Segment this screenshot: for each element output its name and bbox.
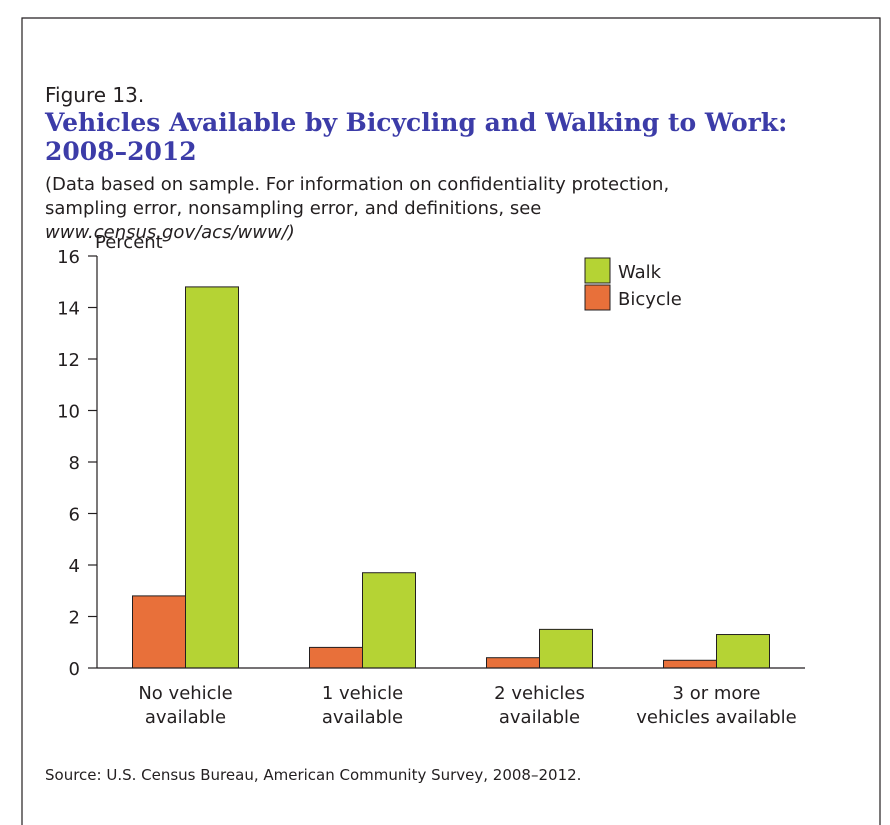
- legend-swatch: [584, 284, 611, 311]
- source: Source: U.S. Census Bureau, American Com…: [45, 766, 581, 784]
- x-tick-label: 2 vehicles available: [494, 683, 585, 728]
- subtitle: (Data based on sample. For information o…: [45, 174, 669, 195]
- chart-title: Vehicles Available by Bicycling and Walk…: [44, 108, 787, 137]
- bar: [486, 657, 540, 669]
- bar: [362, 572, 416, 669]
- bar: [185, 286, 239, 669]
- subtitle: www.census.gov/acs/www/): [45, 222, 295, 243]
- bar: [716, 634, 770, 669]
- y-tick-label: 6: [69, 505, 80, 526]
- bar: [539, 628, 593, 669]
- chart-title: 2008–2012: [45, 137, 197, 166]
- bar: [309, 646, 363, 669]
- y-tick-label: 0: [69, 659, 80, 680]
- bar: [663, 659, 717, 669]
- y-tick-label: 14: [57, 299, 80, 320]
- y-tick-label: 10: [57, 402, 80, 423]
- x-tick-label: 3 or more vehicles available: [636, 683, 796, 728]
- figure-label: Figure 13.: [45, 83, 144, 107]
- legend-label: Walk: [618, 262, 662, 283]
- frame: [21, 17, 881, 825]
- y-tick-label: 2: [69, 608, 80, 629]
- y-tick-label: 4: [69, 556, 80, 577]
- y-tick-label: 12: [57, 350, 80, 371]
- y-axis-label: Percent: [95, 232, 163, 253]
- bar: [132, 595, 186, 669]
- y-tick-label: 8: [69, 453, 80, 474]
- x-tick-label: No vehicle available: [138, 683, 232, 728]
- legend-swatch: [584, 257, 611, 284]
- y-tick-label: 16: [57, 247, 80, 268]
- legend-label: Bicycle: [618, 289, 682, 310]
- subtitle: sampling error, nonsampling error, and d…: [45, 198, 541, 219]
- x-tick-label: 1 vehicle available: [322, 683, 403, 728]
